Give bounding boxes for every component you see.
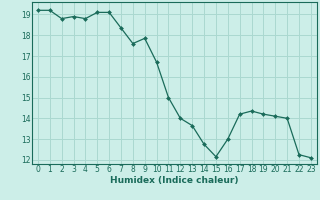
X-axis label: Humidex (Indice chaleur): Humidex (Indice chaleur) [110, 176, 239, 185]
